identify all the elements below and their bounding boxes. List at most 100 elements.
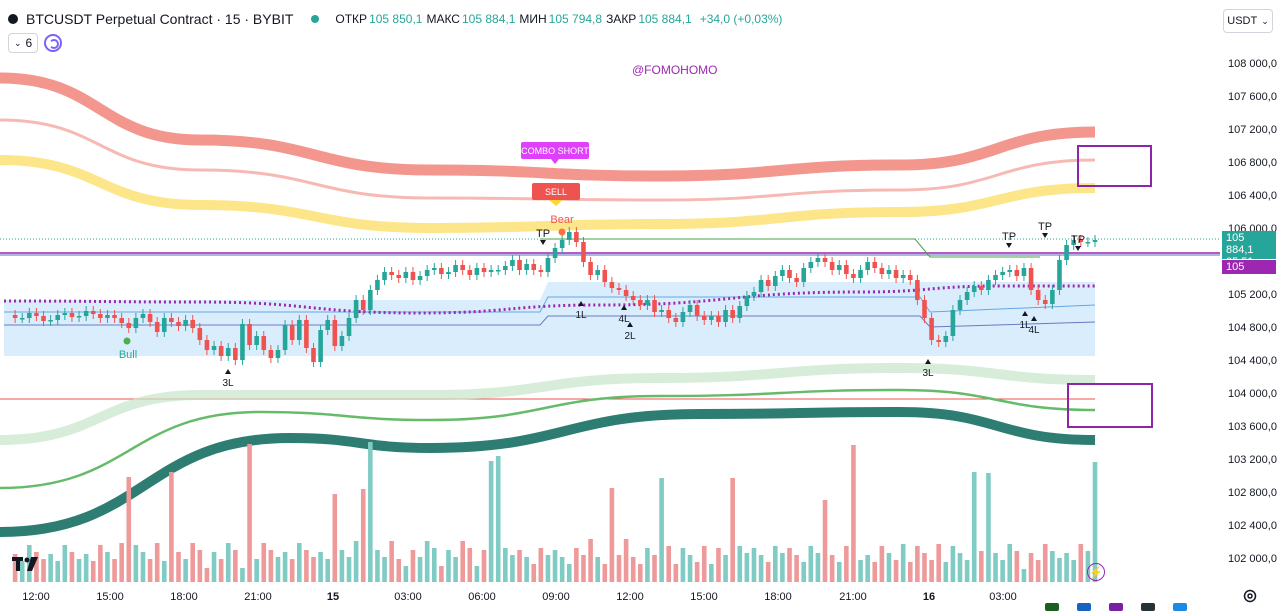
candle[interactable] — [289, 325, 295, 340]
candle[interactable] — [879, 268, 885, 274]
candle[interactable] — [503, 266, 508, 270]
candle[interactable] — [396, 275, 402, 278]
candle[interactable] — [893, 270, 899, 278]
candle[interactable] — [524, 264, 529, 270]
candle[interactable] — [552, 248, 558, 258]
candle[interactable] — [424, 270, 430, 276]
candle[interactable] — [1057, 260, 1062, 290]
candle[interactable] — [510, 260, 515, 266]
candle[interactable] — [474, 268, 480, 275]
candle[interactable] — [467, 270, 473, 275]
candle[interactable] — [318, 330, 323, 362]
candle[interactable] — [332, 320, 338, 346]
candle[interactable] — [488, 270, 494, 272]
candle[interactable] — [460, 265, 465, 270]
candle[interactable] — [304, 320, 309, 348]
candle[interactable] — [27, 313, 32, 318]
candle[interactable] — [538, 270, 544, 272]
candle[interactable] — [69, 313, 75, 317]
candle[interactable] — [709, 316, 714, 320]
sell-badge[interactable] — [532, 183, 580, 200]
candle[interactable] — [602, 270, 608, 282]
candle[interactable] — [169, 318, 174, 322]
candle[interactable] — [758, 280, 764, 292]
candle[interactable] — [439, 268, 444, 274]
currency-select[interactable]: USDT ⌄ — [1223, 9, 1273, 33]
indicators-collapse-button[interactable]: ⌄ 6 — [8, 33, 39, 53]
candle[interactable] — [517, 260, 522, 270]
candle[interactable] — [1071, 240, 1076, 245]
candle[interactable] — [701, 316, 707, 320]
candle[interactable] — [630, 296, 636, 300]
candle[interactable] — [225, 348, 231, 356]
candle[interactable] — [595, 270, 600, 275]
target-box-lower[interactable] — [1067, 383, 1153, 428]
app-icon[interactable] — [1141, 603, 1155, 611]
candle[interactable] — [453, 265, 458, 272]
candle[interactable] — [197, 328, 203, 340]
candle[interactable] — [531, 264, 537, 270]
candle[interactable] — [566, 232, 572, 240]
candle[interactable] — [744, 296, 750, 306]
candle[interactable] — [126, 323, 132, 328]
candle[interactable] — [645, 300, 650, 305]
candle[interactable] — [787, 270, 792, 278]
candle[interactable] — [858, 270, 863, 278]
candle[interactable] — [872, 262, 878, 268]
candle[interactable] — [339, 336, 345, 346]
candle[interactable] — [12, 315, 18, 318]
candle[interactable] — [360, 300, 366, 310]
candle[interactable] — [964, 292, 970, 300]
candle[interactable] — [545, 258, 551, 272]
candle[interactable] — [1000, 272, 1005, 275]
candle[interactable] — [183, 320, 188, 326]
candle[interactable] — [76, 316, 82, 318]
candle[interactable] — [950, 310, 956, 336]
gear-icon[interactable] — [1242, 588, 1258, 604]
sync-icon[interactable] — [44, 34, 63, 52]
candle[interactable] — [1064, 245, 1069, 260]
candle[interactable] — [737, 306, 743, 318]
candle[interactable] — [147, 314, 153, 322]
candle[interactable] — [233, 348, 238, 360]
candle[interactable] — [133, 318, 139, 328]
candle[interactable] — [62, 313, 68, 315]
candle[interactable] — [751, 292, 757, 296]
candle[interactable] — [162, 318, 167, 332]
candle[interactable] — [431, 268, 437, 270]
candle[interactable] — [204, 340, 210, 350]
candle[interactable] — [268, 350, 274, 358]
candle[interactable] — [417, 276, 423, 280]
candle[interactable] — [623, 290, 629, 296]
candle[interactable] — [801, 268, 807, 282]
candle[interactable] — [808, 262, 814, 268]
candle[interactable] — [680, 312, 686, 322]
candle[interactable] — [389, 272, 394, 275]
candle[interactable] — [211, 346, 217, 350]
candle[interactable] — [652, 300, 657, 312]
candle[interactable] — [247, 324, 252, 345]
candle[interactable] — [836, 265, 842, 270]
candle[interactable] — [48, 320, 53, 322]
candle[interactable] — [971, 286, 977, 292]
candle[interactable] — [886, 270, 892, 274]
candle[interactable] — [638, 300, 643, 305]
candle[interactable] — [41, 316, 46, 321]
candle[interactable] — [176, 322, 181, 326]
candle[interactable] — [943, 336, 949, 342]
candle[interactable] — [282, 325, 288, 350]
candle[interactable] — [957, 300, 963, 310]
candle[interactable] — [609, 282, 615, 288]
app-icon[interactable] — [1045, 603, 1059, 611]
candle[interactable] — [1042, 300, 1048, 304]
candle[interactable] — [1007, 270, 1013, 272]
candle[interactable] — [112, 315, 117, 318]
candle[interactable] — [673, 318, 679, 322]
candle[interactable] — [1035, 290, 1041, 300]
candle[interactable] — [311, 348, 316, 362]
candle[interactable] — [1092, 240, 1098, 242]
candle[interactable] — [1021, 268, 1027, 276]
candle[interactable] — [822, 258, 828, 262]
candle[interactable] — [19, 318, 25, 320]
